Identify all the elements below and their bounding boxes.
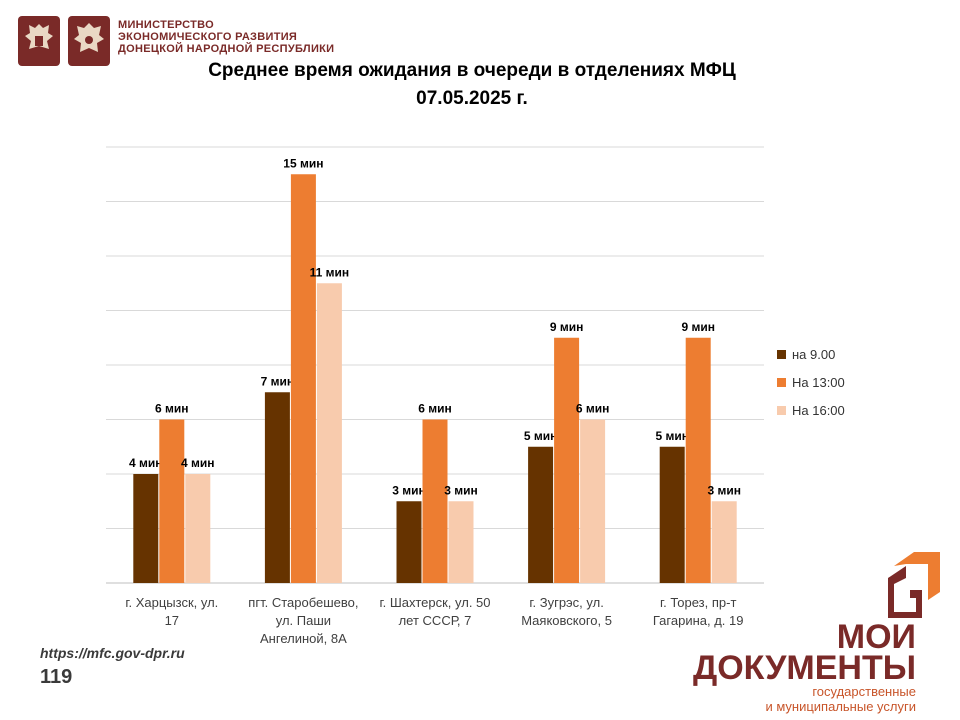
bar xyxy=(580,419,606,583)
brand-line2: ДОКУМЕНТЫ xyxy=(692,649,916,687)
data-label: 5 мин xyxy=(524,429,558,443)
data-label: 3 мин xyxy=(392,483,426,497)
ministry-line: ЭКОНОМИЧЕСКОГО РАЗВИТИЯ xyxy=(118,31,298,43)
ministry-name: МИНИСТЕРСТВО ЭКОНОМИЧЕСКОГО РАЗВИТИЯ ДОН… xyxy=(118,19,334,55)
ministry-line: МИНИСТЕРСТВО xyxy=(118,19,214,31)
data-label: 6 мин xyxy=(418,402,452,416)
category-label: Ангелиной, 8А xyxy=(260,631,347,646)
bar xyxy=(290,174,316,583)
data-label: 15 мин xyxy=(283,156,323,170)
legend-label: На 13:00 xyxy=(792,374,845,390)
data-label: 9 мин xyxy=(550,320,584,334)
data-label: 3 мин xyxy=(707,483,741,497)
bar xyxy=(264,392,290,583)
category-label: г. Харцызск, ул. xyxy=(125,595,218,610)
legend-item: На 16:00 xyxy=(777,396,845,424)
bar xyxy=(133,474,159,583)
category-label: г. Торез, пр-т xyxy=(660,595,736,610)
brand-line1: МОИ xyxy=(836,618,916,656)
legend-swatch xyxy=(777,349,786,359)
legend-item: на 9.00 xyxy=(777,340,845,368)
russia-coat-of-arms-icon xyxy=(18,16,60,66)
dpr-coat-of-arms-icon xyxy=(68,16,110,66)
moi-dokumenty-logo-icon xyxy=(888,552,940,618)
legend-swatch xyxy=(777,377,786,387)
data-label: 5 мин xyxy=(655,429,689,443)
chart-subtitle: 07.05.2025 г. xyxy=(416,88,528,109)
legend-label: на 9.00 xyxy=(792,346,836,362)
bar xyxy=(185,474,211,583)
category-label: г. Шахтерск, ул. 50 xyxy=(379,595,490,610)
data-label: 9 мин xyxy=(681,320,715,334)
bar xyxy=(528,446,554,583)
brand-sub2: и муниципальные услуги xyxy=(765,699,916,714)
bar xyxy=(685,337,711,583)
category-label: г. Зугрэс, ул. xyxy=(529,595,603,610)
website-link[interactable]: https://mfc.gov-dpr.ru xyxy=(40,645,185,661)
data-label: 7 мин xyxy=(261,374,295,388)
bar xyxy=(659,446,685,583)
category-label: ул. Паши xyxy=(276,613,331,628)
data-label: 6 мин xyxy=(155,402,189,416)
data-label: 3 мин xyxy=(444,483,478,497)
data-label: 6 мин xyxy=(576,402,610,416)
ministry-line: ДОНЕЦКОЙ НАРОДНОЙ РЕСПУБЛИКИ xyxy=(118,43,335,55)
bar xyxy=(711,501,737,583)
bar xyxy=(554,337,580,583)
category-label: 17 xyxy=(165,613,179,628)
bar xyxy=(396,501,422,583)
data-label: 4 мин xyxy=(129,456,163,470)
category-label: Гагарина, д. 19 xyxy=(653,613,744,628)
data-label: 11 мин xyxy=(310,265,350,279)
brand-block: МОИ ДОКУМЕНТЫ государственные и муниципа… xyxy=(692,618,916,714)
bar xyxy=(448,501,474,583)
legend-item: На 13:00 xyxy=(777,368,845,396)
brand-sub1: государственные xyxy=(812,684,916,699)
category-label: лет СССР, 7 xyxy=(399,613,472,628)
chart-legend: на 9.00 На 13:00 На 16:00 xyxy=(777,340,845,424)
legend-swatch xyxy=(777,405,786,415)
page-number: 119 xyxy=(40,666,73,688)
bar xyxy=(159,419,185,583)
legend-label: На 16:00 xyxy=(792,402,845,418)
bar xyxy=(316,283,342,583)
category-label: Маяковского, 5 xyxy=(521,613,612,628)
bar xyxy=(422,419,448,583)
chart-title: Среднее время ожидания в очереди в отдел… xyxy=(208,60,736,81)
data-label: 4 мин xyxy=(181,456,215,470)
category-label: пгт. Старобешево, xyxy=(248,595,358,610)
